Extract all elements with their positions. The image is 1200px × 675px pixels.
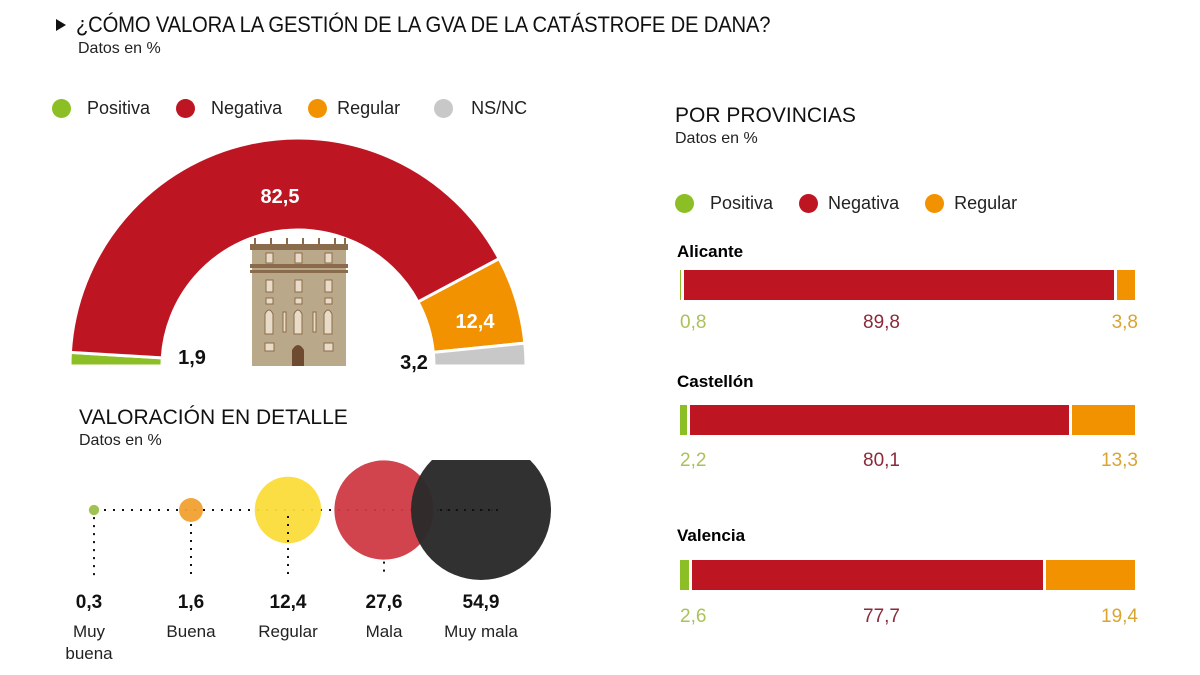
bar-segment-positiva [680, 405, 691, 435]
bubble-muy-buena [88, 504, 100, 516]
legend-dot-negativa [799, 194, 819, 213]
detail-value-muy-buena: 0,3 [75, 592, 103, 613]
gauge-label-regular: 12,4 [456, 311, 496, 333]
bar-value-regular: 19,4 [1101, 606, 1138, 627]
gauge-label-negativa: 82,5 [261, 186, 300, 208]
legend-label: Positiva [87, 98, 151, 118]
bubble-mala [334, 460, 434, 560]
detail-label-buena: Buena [136, 621, 246, 643]
legend-dot-negativa [176, 99, 196, 118]
detail-label-regular: Regular [233, 621, 343, 643]
legend-label: Negativa [828, 193, 900, 213]
bar-value-negativa: 77,7 [863, 606, 900, 627]
detail-title: VALORACIÓN EN DETALLE [79, 406, 348, 429]
detail-label-line: buena [65, 644, 113, 663]
bar-segment-regular [1116, 270, 1135, 300]
province-bar [680, 405, 1135, 435]
bar-segment-negativa [690, 405, 1072, 435]
legend-item-positiva: Positiva [675, 193, 773, 214]
legend-dot-positiva [52, 99, 71, 118]
legend-dot-positiva [675, 194, 694, 213]
bubble-regular [254, 476, 322, 544]
bar-segment-regular [1071, 405, 1135, 435]
province-bar [680, 560, 1135, 590]
legend-item-regular: Regular [925, 193, 1017, 214]
bar-value-regular: 13,3 [1101, 450, 1138, 471]
detail-value-buena: 1,6 [177, 592, 205, 613]
legend-label: Regular [954, 193, 1018, 213]
legend-dot-regular [308, 99, 328, 118]
province-bar [680, 270, 1135, 300]
bubble-chart [88, 460, 551, 580]
chart-header: ¿CÓMO VALORA LA GESTIÓN DE LA GVA DE LA … [56, 12, 831, 38]
building-illustration [250, 238, 348, 366]
bar-segment-regular [1046, 560, 1135, 590]
provinces-legend: Positiva Negativa Regular [675, 193, 1043, 214]
provinces-title: POR PROVINCIAS [675, 104, 856, 127]
detail-value-muy-mala: 54,9 [462, 592, 500, 613]
legend-item-negativa: Negativa [799, 193, 899, 214]
legend-dot-regular [925, 194, 945, 213]
detail-label-line: Muy [72, 622, 106, 641]
detail-label-line: Regular [258, 622, 318, 641]
legend-item-nsnc: NS/NC [434, 98, 527, 119]
gauge-label-positiva: 1,9 [178, 347, 206, 369]
detail-label-line: Buena [166, 622, 216, 641]
detail-subtitle: Datos en % [79, 432, 162, 449]
legend-label: Positiva [710, 193, 774, 213]
legend-dot-nsnc [434, 99, 454, 118]
bar-value-positiva: 2,2 [680, 450, 707, 471]
detail-label-mala: Mala [329, 621, 439, 643]
bar-value-positiva: 0,8 [680, 312, 707, 333]
bubble-muy-mala [411, 460, 551, 580]
province-name: Valencia [677, 526, 746, 545]
legend-label: Negativa [211, 98, 283, 118]
legend-item-regular: Regular [308, 98, 400, 119]
gauge-legend: Positiva Negativa Regular NS/NC [52, 98, 553, 119]
legend-label: NS/NC [471, 98, 528, 118]
gauge-slice-negativa [68, 136, 502, 360]
legend-label: Regular [337, 98, 401, 118]
gauge-chart: 82,5 12,4 1,9 3,2 [68, 136, 528, 374]
bar-value-regular: 3,8 [1111, 312, 1138, 333]
bar-segment-positiva [680, 560, 692, 590]
legend-item-positiva: Positiva [52, 98, 150, 119]
provinces-subtitle: Datos en % [675, 130, 758, 147]
bar-segment-negativa [684, 270, 1117, 300]
bar-segment-negativa [691, 560, 1047, 590]
detail-value-mala: 27,6 [365, 592, 403, 613]
main-title: ¿CÓMO VALORA LA GESTIÓN DE LA GVA DE LA … [76, 12, 771, 37]
detail-label-muy-buena: Muy buena [34, 621, 144, 665]
detail-label-line: Muy mala [444, 622, 518, 641]
bar-segment-positiva [680, 270, 684, 300]
bar-value-negativa: 89,8 [863, 312, 900, 333]
detail-label-line: Mala [365, 622, 403, 641]
play-triangle-icon [56, 19, 66, 31]
bar-value-negativa: 80,1 [863, 450, 900, 471]
gauge-label-nsnc: 3,2 [400, 352, 428, 374]
legend-item-negativa: Negativa [176, 98, 282, 119]
province-name: Alicante [677, 242, 744, 261]
province-name: Castellón [677, 372, 754, 391]
bar-value-positiva: 2,6 [680, 606, 707, 627]
main-subtitle: Datos en % [78, 40, 161, 57]
detail-label-muy-mala: Muy mala [426, 621, 536, 643]
gauge-slice-nsnc [431, 341, 528, 368]
bubble-buena [179, 498, 203, 522]
detail-value-regular: 12,4 [269, 592, 307, 613]
